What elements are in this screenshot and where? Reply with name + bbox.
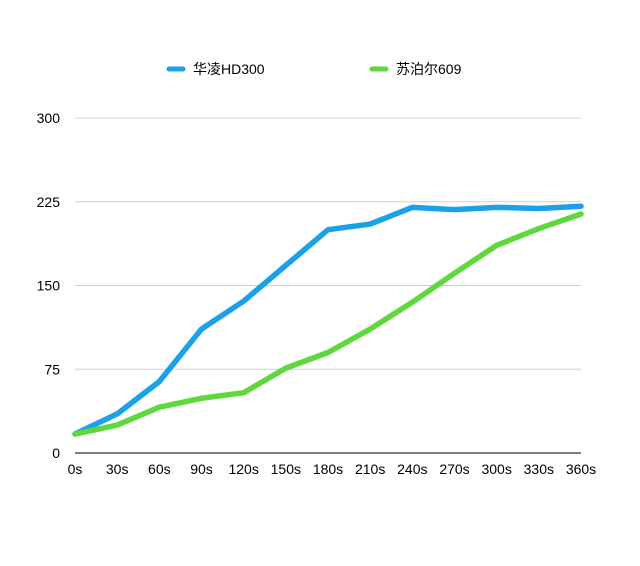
y-tick-label: 225 bbox=[37, 194, 61, 210]
y-tick-label: 150 bbox=[37, 278, 61, 294]
x-axis: 0s 30s 60s 90s 120s 150s 180s 210s 240s 270s 300s 3… bbox=[68, 461, 597, 477]
legend-label-series-1: 华凌HD300 bbox=[193, 61, 265, 77]
y-tick-label: 0 bbox=[52, 445, 60, 461]
legend: 华凌HD300 苏泊尔609 bbox=[166, 61, 462, 77]
x-tick-label: 360s bbox=[566, 461, 596, 477]
x-tick-label: 330s bbox=[524, 461, 554, 477]
y-axis: 0 75 150 225 300 bbox=[37, 110, 61, 461]
x-tick-label: 90s bbox=[190, 461, 213, 477]
legend-label-series-2: 苏泊尔609 bbox=[396, 61, 462, 77]
y-tick-label: 300 bbox=[37, 110, 61, 126]
x-tick-label: 120s bbox=[228, 461, 258, 477]
x-tick-label: 180s bbox=[313, 461, 343, 477]
x-tick-label: 150s bbox=[271, 461, 301, 477]
legend-item-series-1: 华凌HD300 bbox=[166, 61, 265, 77]
y-tick-label: 75 bbox=[44, 361, 60, 377]
legend-item-series-2: 苏泊尔609 bbox=[369, 61, 462, 77]
x-tick-label: 60s bbox=[148, 461, 171, 477]
series-layer bbox=[72, 203, 584, 437]
x-tick-label: 270s bbox=[439, 461, 469, 477]
x-tick-label: 30s bbox=[106, 461, 129, 477]
x-tick-label: 0s bbox=[68, 461, 83, 477]
gridlines bbox=[75, 117, 581, 454]
x-tick-label: 210s bbox=[355, 461, 385, 477]
x-tick-label: 240s bbox=[397, 461, 427, 477]
series-line-1 bbox=[72, 203, 584, 437]
series-line-2 bbox=[72, 211, 584, 437]
x-tick-label: 300s bbox=[481, 461, 511, 477]
